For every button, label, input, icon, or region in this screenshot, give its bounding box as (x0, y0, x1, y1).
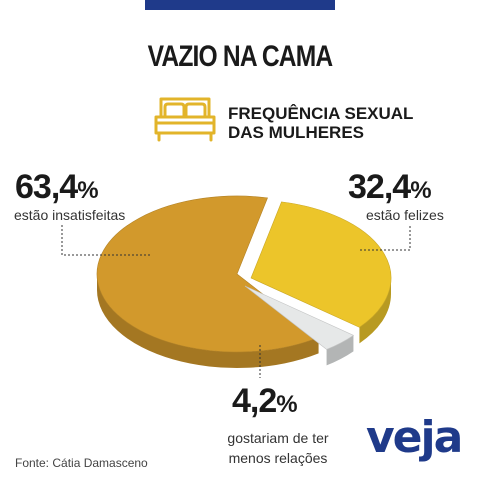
bed-icon (154, 97, 216, 142)
source-note: Fonte: Cátia Damasceno (15, 456, 148, 470)
pie-side-menos-relacoes (326, 335, 354, 366)
slice-label-insatisfeitas: estão insatisfeitas (14, 207, 126, 223)
slice-label-line-1: gostariam de ter (227, 430, 329, 446)
pie-slice-menos-relacoes (244, 285, 355, 350)
leader-line-felizes (360, 225, 411, 251)
leader-line-insatisfeitas (61, 225, 150, 256)
slice-value-felizes: 32,4% (348, 168, 432, 206)
subtitle-line-2: DAS MULHERES (228, 123, 365, 142)
top-accent-bar (145, 0, 335, 10)
pie-side-felizes (359, 278, 391, 344)
chart-title: VAZIO NA CAMA (147, 40, 334, 73)
chart-subtitle: FREQUÊNCIA SEXUAL DAS MULHERES (228, 104, 448, 142)
pie-slice-felizes (250, 201, 392, 328)
slice-value-insatisfeitas: 63,4% (15, 168, 99, 206)
pie-slice-insatisfeitas (96, 195, 320, 353)
brand-logo: veja (366, 412, 463, 463)
slice-label-felizes: estão felizes (366, 207, 444, 223)
slice-label-menos-relacoes: gostariam de ter menos relações (218, 428, 338, 468)
pie-side-insatisfeitas (97, 274, 319, 368)
slice-value-menos-relacoes: 4,2% (232, 382, 298, 420)
slice-label-line-2: menos relações (228, 450, 328, 466)
subtitle-line-1: FREQUÊNCIA SEXUAL (228, 104, 414, 123)
